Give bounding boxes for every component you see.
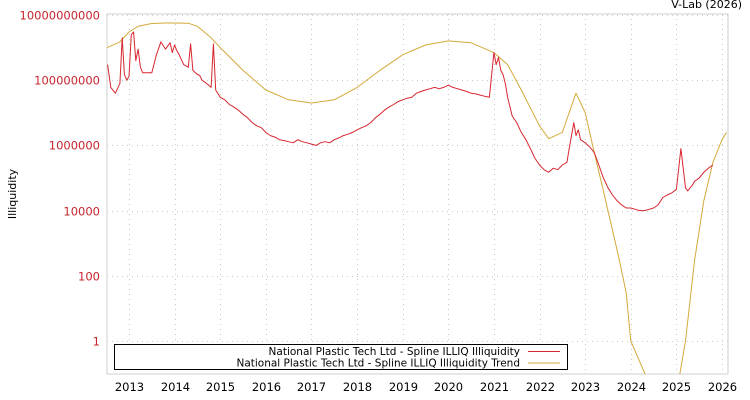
gridlines	[107, 14, 728, 374]
credit-label: V-Lab (2026)	[671, 0, 742, 11]
series-lines	[107, 22, 728, 374]
x-tick-label: 2017	[297, 380, 326, 394]
x-tick-label: 2015	[206, 380, 235, 394]
x-tick-label: 2020	[434, 380, 463, 394]
x-tick-label: 2023	[571, 380, 600, 394]
y-tick-label: 1000000	[49, 139, 100, 153]
y-tick-label: 100	[78, 270, 100, 284]
x-tick-label: 2013	[115, 380, 144, 394]
y-axis-label: Illiquidity	[6, 168, 19, 219]
y-tick-label: 10000000000	[20, 9, 100, 23]
x-axis-ticks: 2013 2014 2015 2016 2017 2018 2019 2020 2021 2022…	[115, 380, 737, 394]
x-tick-label: 2021	[480, 380, 509, 394]
illiquidity-trend-line	[107, 22, 728, 374]
illiquidity-line	[107, 31, 714, 212]
y-axis-ticks: 10000000000 100000000 1000000 10000 100 1	[20, 9, 100, 349]
y-tick-label: 100000000	[34, 74, 100, 88]
x-tick-label: 2024	[617, 380, 646, 394]
x-tick-label: 2016	[252, 380, 281, 394]
x-tick-label: 2014	[161, 380, 190, 394]
legend-label-series: National Plastic Tech Ltd - Spline ILLIQ…	[269, 346, 520, 358]
plot-area	[106, 13, 729, 375]
x-tick-label: 2026	[708, 380, 737, 394]
legend: National Plastic Tech Ltd - Spline ILLIQ…	[114, 344, 568, 370]
x-tick-label: 2022	[526, 380, 555, 394]
y-tick-label: 1	[93, 335, 100, 349]
legend-label-trend: National Plastic Tech Ltd - Spline ILLIQ…	[236, 358, 520, 370]
y-tick-label: 10000	[63, 205, 100, 219]
x-tick-label: 2018	[343, 380, 372, 394]
x-tick-label: 2025	[662, 380, 691, 394]
x-tick-label: 2019	[389, 380, 418, 394]
